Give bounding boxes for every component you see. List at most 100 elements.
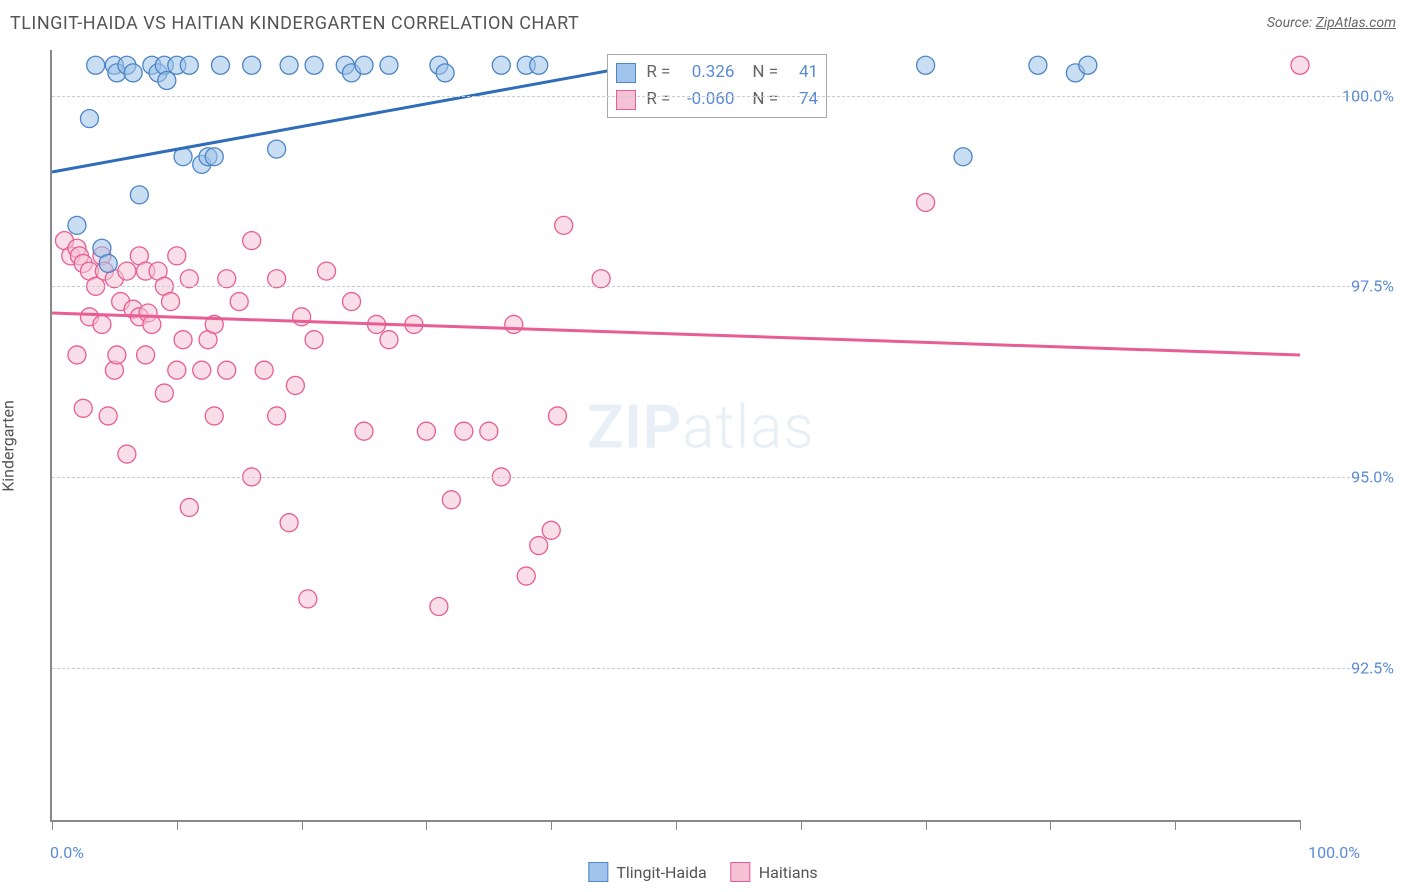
x-tick [426,820,427,830]
x-tick [52,820,53,830]
legend-n-label: N = [752,86,778,113]
data-point [93,315,111,333]
data-point [218,361,236,379]
data-point [542,521,560,539]
x-tick [302,820,303,830]
data-point [280,514,298,532]
data-point [180,498,198,516]
source-prefix: Source: [1267,15,1316,31]
grid-line [52,286,1360,287]
legend-n-label: N = [752,59,778,86]
data-point [162,293,180,311]
x-tick [926,820,927,830]
data-point [143,315,161,333]
data-point [180,56,198,74]
data-point [355,56,373,74]
data-point [530,56,548,74]
data-point [917,56,935,74]
data-point [205,148,223,166]
data-point [268,270,286,288]
data-point [1291,56,1309,74]
data-point [268,140,286,158]
data-point [180,270,198,288]
data-point [299,590,317,608]
legend-series-name: Tlingit-Haida [616,863,706,882]
legend-n-value: 74 [788,86,818,113]
data-point [68,216,86,234]
data-point [293,308,311,326]
data-point [80,110,98,128]
data-point [343,293,361,311]
grid-line [52,96,1360,97]
y-tick-label: 97.5% [1324,277,1394,296]
data-point [480,422,498,440]
data-point [68,346,86,364]
legend-n-value: 41 [788,59,818,86]
source-link[interactable]: ZipAtlas.com [1316,15,1396,31]
data-point [124,64,142,82]
legend-r-value: -0.060 [680,86,734,113]
data-point [243,56,261,74]
data-point [954,148,972,166]
trend-line [52,65,639,172]
legend-swatch [588,862,608,882]
data-point [430,598,448,616]
data-point [380,331,398,349]
data-point [168,247,186,265]
grid-line [52,668,1360,669]
data-point [118,262,136,280]
legend-stat-row: R =-0.060N =74 [616,86,818,113]
x-tick [1300,820,1301,830]
data-point [193,361,211,379]
data-point [1029,56,1047,74]
page-title: TLINGIT-HAIDA VS HAITIAN KINDERGARTEN CO… [10,13,579,34]
data-point [505,315,523,333]
data-point [492,56,510,74]
legend-stat-row: R =0.326N =41 [616,59,818,86]
grid-line [52,477,1360,478]
legend-item: Haitians [731,862,818,882]
data-point [555,216,573,234]
y-tick-label: 95.0% [1324,467,1394,486]
data-point [174,331,192,349]
legend-swatch [731,862,751,882]
x-tick [801,820,802,830]
data-point [118,445,136,463]
data-point [74,399,92,417]
data-point [417,422,435,440]
data-point [230,293,248,311]
scatter-svg [52,50,1300,820]
data-point [243,232,261,250]
data-point [205,407,223,425]
data-point [548,407,566,425]
data-point [218,270,236,288]
y-tick-label: 100.0% [1324,86,1394,105]
data-point [318,262,336,280]
legend-item: Tlingit-Haida [588,862,706,882]
data-point [592,270,610,288]
trend-line [52,313,1300,355]
data-point [442,491,460,509]
data-point [380,56,398,74]
x-tick [676,820,677,830]
legend-r-value: 0.326 [680,59,734,86]
x-tick [1175,820,1176,830]
x-tick [177,820,178,830]
x-tick [551,820,552,830]
data-point [305,331,323,349]
data-point [917,193,935,211]
data-point [158,71,176,89]
plot-area: ZIPatlas R =0.326N =41R =-0.060N =74 100… [50,50,1300,822]
data-point [530,537,548,555]
legend-bottom: Tlingit-Haida Haitians [588,862,817,882]
x-tick-label: 0.0% [50,843,84,862]
data-point [168,361,186,379]
x-tick [1050,820,1051,830]
source-attribution: Source: ZipAtlas.com [1267,15,1396,31]
legend-series-name: Haitians [759,863,818,882]
data-point [355,422,373,440]
data-point [155,384,173,402]
legend-swatch [616,90,636,110]
data-point [280,56,298,74]
data-point [211,56,229,74]
